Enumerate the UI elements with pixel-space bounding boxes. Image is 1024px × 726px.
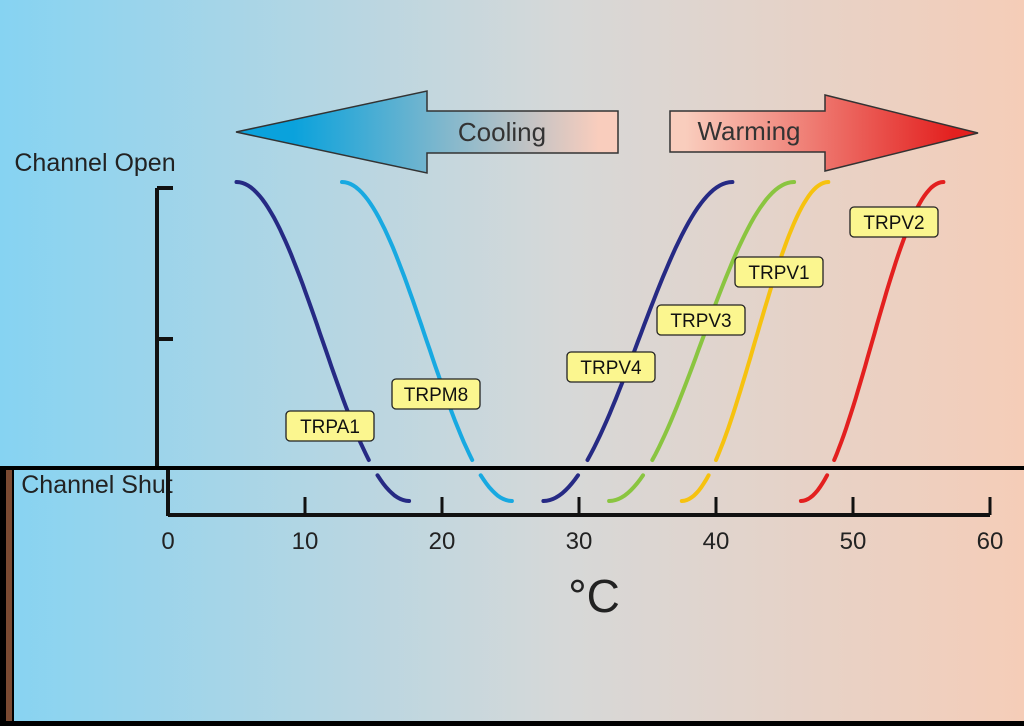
labels-layer: TRPA1 TRPM8 TRPV4 TRPV3 TRPV1 TRPV2	[285, 206, 939, 442]
y-axis	[155, 186, 173, 516]
series-label-text: TRPV1	[748, 263, 809, 284]
warming-arrow: Warming	[669, 94, 979, 172]
warming-arrow-shape	[669, 94, 979, 172]
series-label-trpv1: TRPV1	[734, 256, 824, 288]
series-label-trpv2: TRPV2	[849, 206, 939, 238]
cooling-arrow: Cooling	[235, 90, 619, 174]
x-tick-label: 10	[292, 528, 319, 555]
curve-trpv2	[798, 473, 830, 503]
x-tick-label: 50	[840, 528, 867, 555]
curve-trpv4	[585, 180, 735, 462]
x-tick-label: 20	[429, 528, 456, 555]
series-label-text: TRPM8	[404, 385, 468, 406]
series-label-box	[656, 304, 746, 336]
x-axis: 0 10 20 30 40 50 60	[161, 497, 1003, 555]
series-label-box	[849, 206, 939, 238]
series-label-trpv3: TRPV3	[656, 304, 746, 336]
cooling-arrow-label: Cooling	[458, 117, 546, 147]
series-label-text: TRPV4	[580, 358, 642, 379]
curve-trpa1	[375, 473, 412, 503]
x-tick-label: 60	[977, 528, 1004, 555]
curve-trpa1	[234, 180, 371, 462]
cooling-arrow-shape	[235, 90, 619, 174]
series-label-box	[566, 351, 656, 383]
background-lower-panel	[0, 470, 1024, 721]
series-label-box	[285, 410, 375, 442]
x-tick-label: 30	[566, 528, 593, 555]
x-tick-label: 40	[703, 528, 730, 555]
warming-arrow-label: Warming	[697, 116, 800, 146]
x-axis-label: °C	[568, 570, 620, 622]
curve-trpm8	[478, 473, 514, 503]
curve-trpv3	[607, 473, 645, 503]
series-label-text: TRPV3	[670, 311, 731, 332]
series-label-box	[734, 256, 824, 288]
series-label-text: TRPV2	[863, 213, 924, 234]
y-label-shut: Channel Shut	[21, 471, 173, 499]
curve-trpv2	[832, 180, 946, 462]
series-label-trpa1: TRPA1	[285, 410, 375, 442]
series-label-text: TRPA1	[300, 417, 360, 438]
curve-trpv1	[679, 473, 711, 503]
series-label-box	[391, 378, 481, 410]
curve-trpv4	[541, 473, 580, 503]
x-tick-label: 0	[161, 528, 174, 555]
series-label-trpm8: TRPM8	[391, 378, 481, 410]
y-label-open-text: Channel Open	[14, 149, 175, 177]
x-axis-label-text: °C	[568, 570, 620, 622]
frame-left-bar-brown	[6, 470, 12, 721]
curve-trpv3	[650, 180, 797, 462]
y-label-open: Channel Open	[14, 149, 175, 177]
y-label-shut-text: Channel Shut	[21, 471, 173, 499]
series-label-trpv4: TRPV4	[566, 351, 656, 383]
